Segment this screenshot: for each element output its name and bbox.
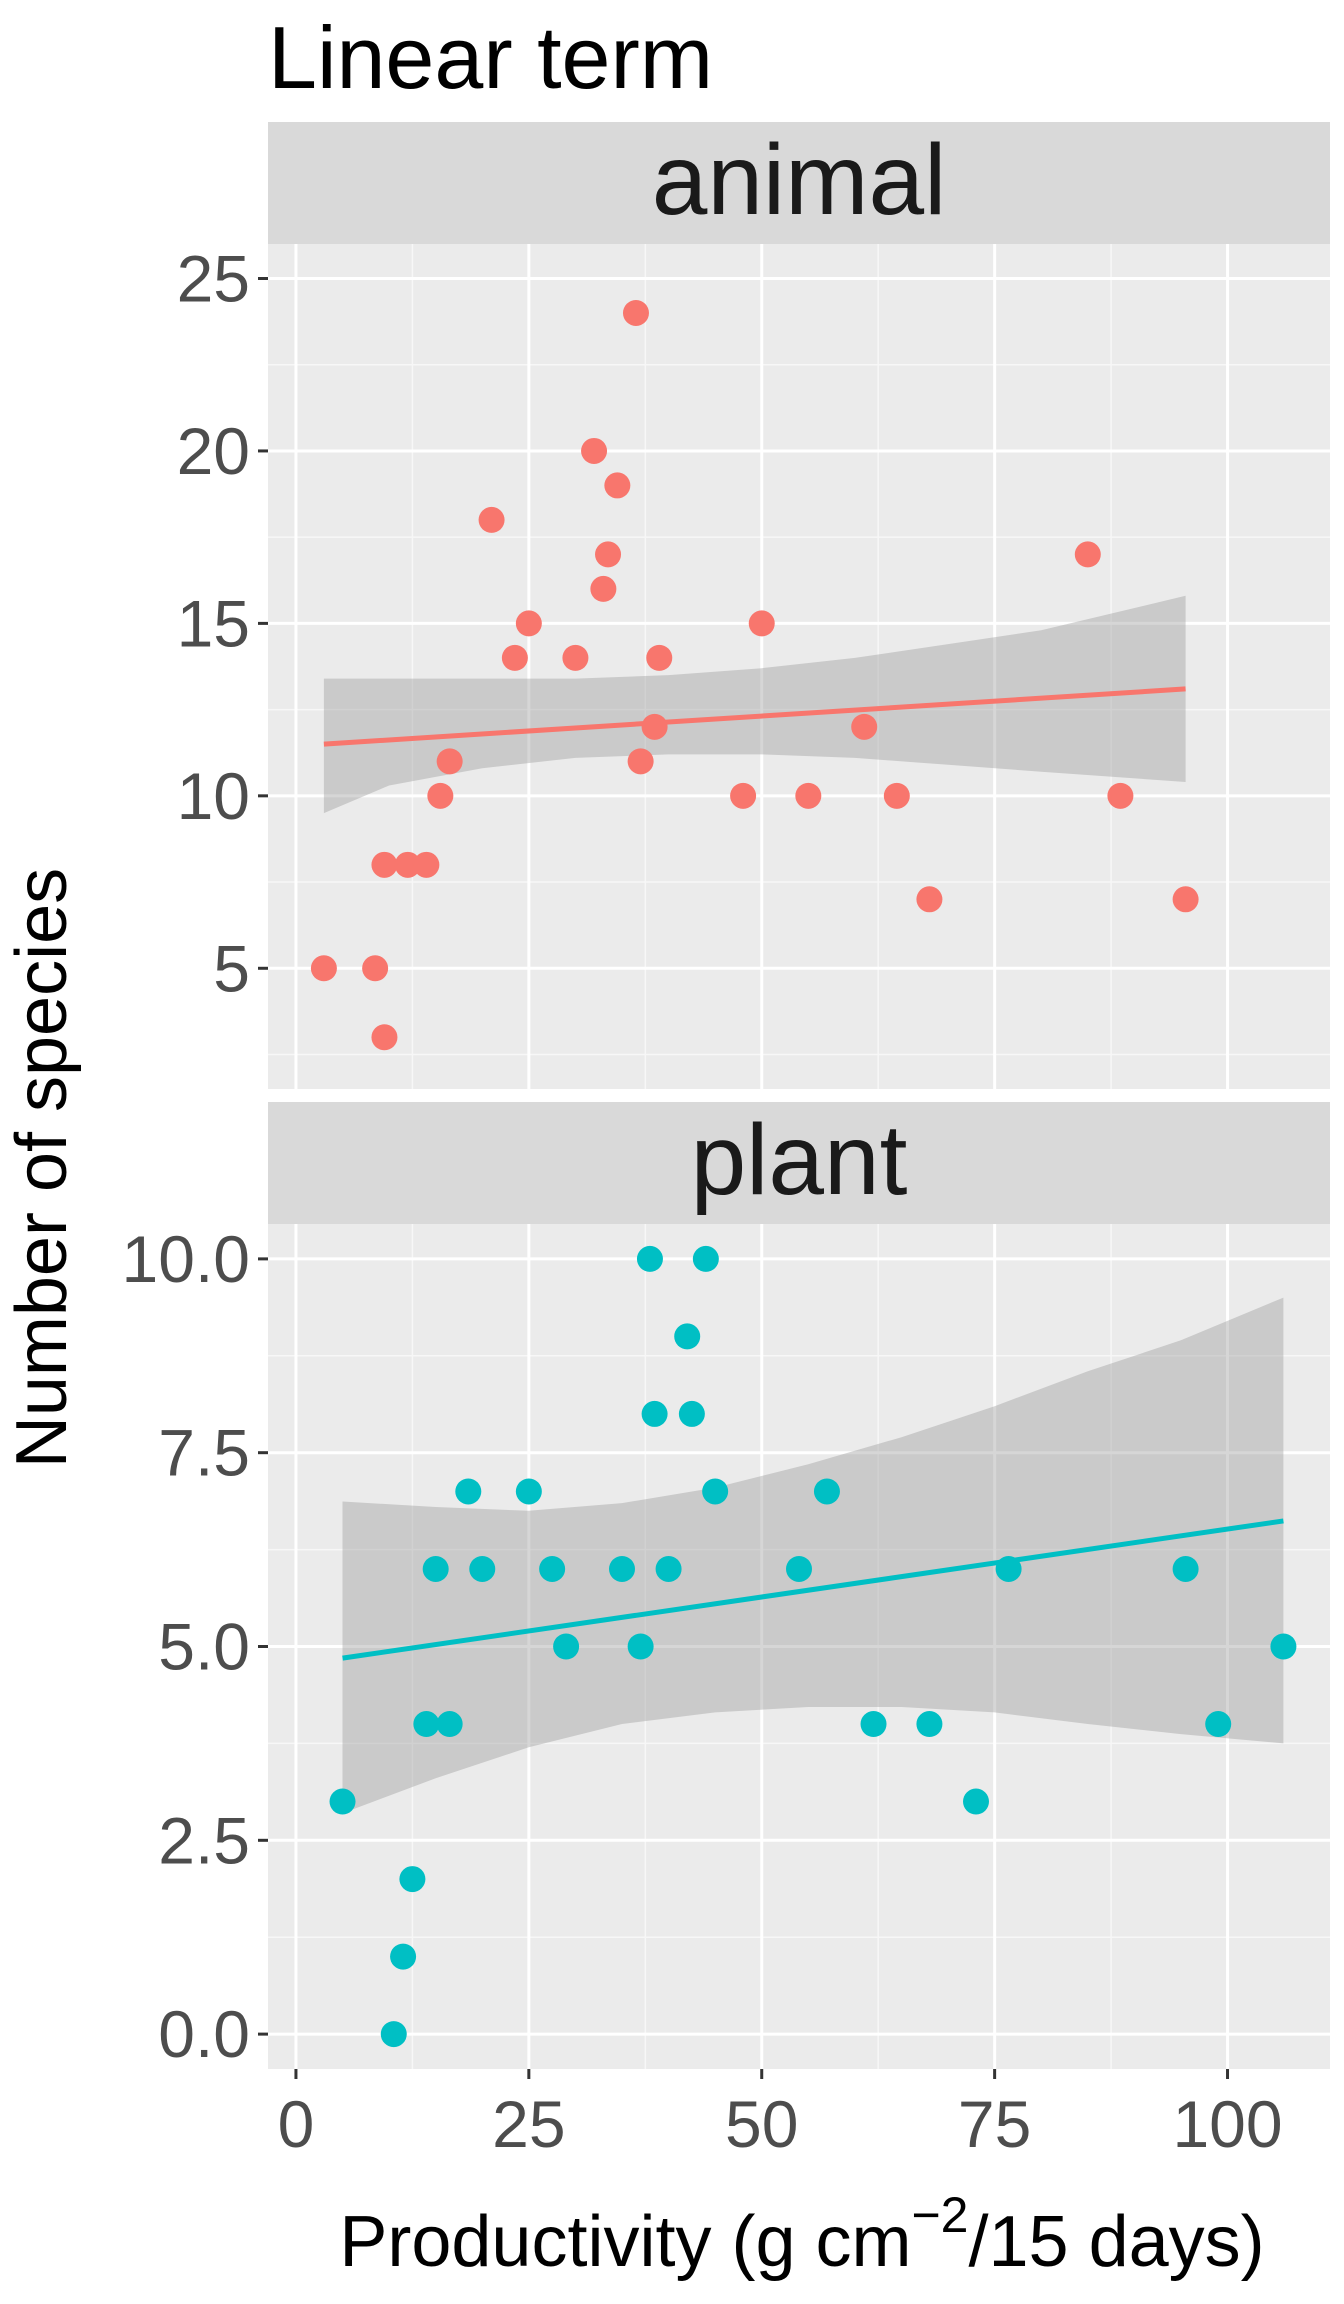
strip-label-animal: animal: [652, 124, 947, 236]
data-point-plant: [674, 1323, 701, 1350]
data-point-animal: [851, 713, 878, 740]
y-tick-label: 5: [213, 931, 250, 1005]
x-tick-label: 50: [725, 2087, 798, 2161]
y-tick-label: 2.5: [158, 1803, 250, 1877]
data-point-animal: [748, 610, 775, 637]
data-point-animal: [1074, 541, 1101, 568]
data-point-animal: [371, 1024, 398, 1051]
data-point-plant: [916, 1711, 943, 1738]
x-tick-label: 75: [958, 2087, 1031, 2161]
data-point-plant: [413, 1711, 440, 1738]
data-point-animal: [730, 782, 757, 809]
x-axis-label-main: Productivity (g cm: [339, 2202, 911, 2282]
data-point-animal: [501, 644, 528, 671]
data-point-animal: [622, 299, 649, 326]
data-point-plant: [399, 1866, 426, 1893]
data-point-plant: [702, 1478, 729, 1505]
data-point-plant: [539, 1555, 566, 1582]
y-tick-label: 15: [177, 586, 250, 660]
data-point-plant: [786, 1555, 812, 1582]
x-tick-label: 0: [278, 2087, 315, 2161]
data-point-plant: [422, 1555, 449, 1582]
confidence-band-plant: [342, 1297, 1284, 1814]
data-point-plant: [692, 1245, 719, 1272]
regression-line-animal: [323, 686, 1186, 747]
data-point-animal: [883, 782, 910, 809]
data-point-plant: [641, 1400, 668, 1427]
data-point-animal: [627, 748, 654, 775]
regression-line-plant: [342, 1518, 1284, 1661]
y-tick-label: 0.0: [158, 1997, 250, 2071]
data-point-plant: [515, 1478, 542, 1505]
data-point-animal: [795, 782, 822, 809]
data-point-plant: [627, 1633, 654, 1660]
data-point-plant: [860, 1711, 887, 1738]
strip-animal: [268, 122, 1330, 244]
x-axis-label-superscript: −2: [911, 2187, 968, 2243]
data-point-plant: [813, 1478, 840, 1505]
y-tick-label: 10: [177, 759, 250, 833]
data-point-animal: [604, 472, 631, 499]
y-tick-label: 5.0: [158, 1610, 250, 1684]
data-point-plant: [553, 1633, 580, 1660]
x-axis-label-tail: /15 days): [969, 2202, 1265, 2282]
data-point-plant: [963, 1788, 989, 1815]
data-point-plant: [678, 1400, 705, 1427]
y-tick-label: 25: [177, 241, 250, 315]
data-point-animal: [310, 955, 337, 982]
facet-panels: animal 5 10 15 20 25 plant 0.0 2.5 5.0 7.5 10.0 0 25 5…: [122, 122, 1330, 2161]
facet-animal: animal 5 10 15 20 25: [177, 122, 1330, 1089]
x-tick-label: 25: [492, 2087, 565, 2161]
data-point-animal: [595, 541, 622, 568]
data-point-animal: [515, 610, 542, 637]
panel-background-animal: [268, 244, 1330, 1089]
confidence-band-animal: [323, 595, 1186, 814]
data-point-animal: [1107, 782, 1134, 809]
data-point-animal: [478, 506, 505, 533]
data-point-plant: [1172, 1555, 1199, 1582]
data-point-plant: [329, 1788, 356, 1815]
data-point-animal: [371, 851, 398, 878]
data-point-animal: [427, 782, 454, 809]
strip-label-plant: plant: [691, 1104, 908, 1216]
data-point-plant: [455, 1478, 482, 1505]
data-point-plant: [995, 1555, 1022, 1582]
data-point-animal: [581, 437, 608, 464]
data-point-animal: [413, 851, 440, 878]
data-point-animal: [436, 748, 463, 775]
data-point-plant: [436, 1711, 463, 1738]
data-point-plant: [1270, 1633, 1297, 1660]
data-point-animal: [916, 886, 943, 913]
y-tick-label: 7.5: [158, 1416, 250, 1490]
facet-plant: plant 0.0 2.5 5.0 7.5 10.0: [122, 1102, 1330, 2071]
data-point-animal: [562, 644, 589, 671]
strip-plant: [268, 1102, 1330, 1224]
data-point-animal: [590, 575, 617, 602]
data-point-plant: [609, 1555, 635, 1582]
data-point-animal: [394, 851, 421, 878]
chart-title: Linear term: [268, 8, 713, 107]
x-tick-label: 100: [1172, 2087, 1282, 2161]
data-point-plant: [380, 2021, 407, 2048]
data-point-animal: [641, 713, 668, 740]
y-tick-label: 10.0: [122, 1222, 250, 1296]
x-axis-label: Productivity (g cm−2/15 days): [339, 2187, 1264, 2282]
data-point-plant: [636, 1245, 663, 1272]
y-axis-label: Number of species: [2, 868, 82, 1468]
data-point-plant: [1205, 1711, 1232, 1738]
data-point-plant: [390, 1943, 417, 1970]
data-point-plant: [469, 1555, 496, 1582]
data-point-animal: [362, 955, 389, 982]
data-point-plant: [655, 1555, 682, 1582]
data-point-animal: [646, 644, 673, 671]
y-tick-label: 20: [177, 414, 250, 488]
data-point-animal: [1172, 886, 1199, 913]
